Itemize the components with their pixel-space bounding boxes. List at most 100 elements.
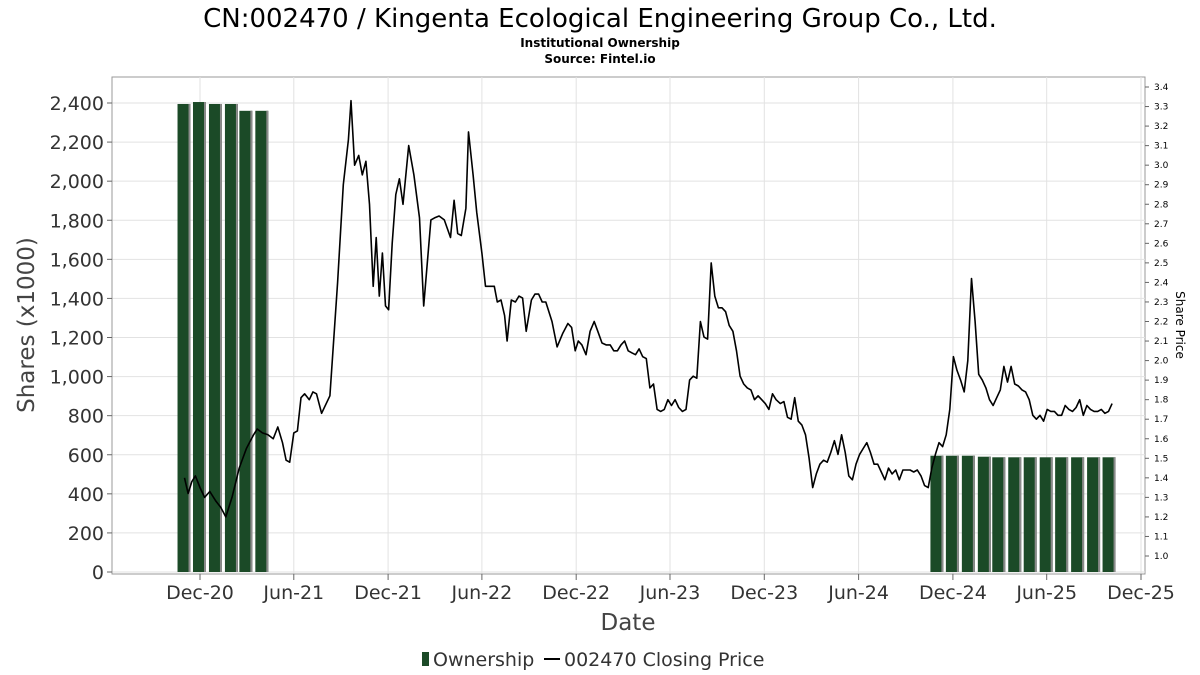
ownership-bar-shade: [1082, 457, 1085, 572]
y2-tick-label: 2.2: [1154, 318, 1168, 328]
ownership-bar: [945, 455, 959, 572]
y2-axis-label: Share Price: [1173, 291, 1187, 359]
ownership-bar-shade: [203, 102, 206, 572]
ownership-bar: [255, 110, 269, 573]
price-line: [183, 99, 1113, 518]
y2-tick-label: 2.0: [1154, 357, 1169, 367]
y2-tick-label: 2.3: [1154, 298, 1168, 308]
y2-tick-label: 2.6: [1154, 239, 1169, 249]
y2-tick-label: 1.9: [1154, 376, 1169, 386]
ownership-bar: [177, 103, 191, 572]
y2-tick-label: 1.5: [1154, 454, 1168, 464]
x-tick-label: Dec-22: [542, 582, 610, 604]
y-tick-label: 2,000: [50, 171, 104, 193]
legend-price-label: 002470 Closing Price: [564, 649, 764, 671]
y-axis-label: Shares (x1000): [14, 237, 40, 413]
ownership-bar: [961, 455, 975, 572]
y-axis-right: 1.0 1.1 1.2 1.3 1.4 1.5 1.6 1.7 1.8 1.9 2.0 2.1 2.2 2…: [1145, 83, 1169, 562]
ownership-bar-shade: [1098, 457, 1101, 572]
ownership-bar-shade: [1034, 457, 1037, 572]
y2-tick-label: 3.0: [1154, 161, 1169, 171]
ownership-bar-shade: [941, 455, 944, 572]
ownership-bar-shade: [235, 103, 238, 572]
y-tick-label: 1,600: [50, 249, 104, 271]
ownership-bar: [1071, 457, 1085, 572]
y2-tick-label: 1.3: [1154, 493, 1168, 503]
x-tick-label: Jun-21: [262, 582, 324, 604]
y-tick-label: 600: [68, 445, 104, 467]
y-tick-label: 1,800: [50, 210, 104, 232]
chart-source: Source: Fintel.io: [544, 52, 655, 66]
ownership-bar-shade: [1113, 457, 1116, 572]
ownership-bar: [1102, 457, 1116, 572]
ownership-bar: [192, 102, 206, 572]
y2-tick-label: 1.6: [1154, 435, 1169, 445]
x-tick-label: Dec-20: [166, 582, 234, 604]
x-tick-label: Jun-22: [451, 582, 513, 604]
y2-tick-label: 1.2: [1154, 513, 1168, 523]
y2-tick-label: 2.8: [1154, 200, 1169, 210]
ownership-bars: [177, 102, 1116, 573]
y2-tick-label: 1.4: [1154, 474, 1169, 484]
ownership-bar: [1087, 457, 1101, 572]
x-axis-label: Date: [601, 610, 656, 636]
ownership-bar-shade: [250, 110, 253, 573]
ownership-bar: [1055, 457, 1069, 572]
x-tick-label: Dec-23: [730, 582, 798, 604]
y2-tick-label: 3.2: [1154, 122, 1168, 132]
x-axis: Dec-20 Jun-21 Dec-21 Jun-22 Dec-22 Jun-23 Dec-…: [112, 573, 1175, 604]
x-tick-label: Jun-25: [1015, 582, 1077, 604]
ownership-bar: [1008, 457, 1022, 572]
y-tick-label: 0: [92, 562, 104, 584]
legend-ownership-swatch: [422, 652, 429, 666]
x-tick-label: Dec-24: [919, 582, 987, 604]
y-tick-label: 2,400: [50, 93, 104, 115]
x-tick-label: Jun-23: [639, 582, 701, 604]
y2-tick-label: 1.0: [1154, 552, 1169, 562]
y-tick-label: 1,000: [50, 367, 104, 389]
ownership-bar: [224, 103, 238, 572]
y-tick-label: 200: [68, 523, 104, 545]
ownership-bar-shade: [219, 103, 222, 572]
ownership-bar: [1039, 457, 1053, 572]
y2-tick-label: 2.7: [1154, 220, 1168, 230]
ownership-bar: [1023, 457, 1037, 572]
chart-subtitle: Institutional Ownership: [520, 36, 680, 50]
ownership-bar-shade: [988, 456, 991, 572]
ownership-bar-shade: [956, 455, 959, 572]
chart-title: CN:002470 / Kingenta Ecological Engineer…: [203, 4, 997, 34]
ownership-bar-shade: [1019, 457, 1022, 572]
legend-ownership-label: Ownership: [433, 649, 534, 671]
y-axis-left: 0 200 400 600 800 1,000 1,200 1,400 1,600 1,800 2,…: [50, 77, 113, 584]
y2-tick-label: 1.7: [1154, 415, 1168, 425]
ownership-bar-shade: [1003, 457, 1006, 572]
ownership-bar-shade: [1050, 457, 1053, 572]
y-tick-label: 1,400: [50, 288, 104, 310]
ownership-bar-shade: [266, 110, 269, 573]
y-tick-label: 400: [68, 484, 104, 506]
x-tick-label: Jun-24: [827, 582, 889, 604]
ownership-bar: [977, 456, 991, 572]
ownership-bar-shade: [1066, 457, 1069, 572]
y2-tick-label: 3.4: [1154, 83, 1169, 93]
ownership-bar-shade: [972, 455, 975, 572]
y-tick-label: 1,200: [50, 328, 104, 350]
y-tick-label: 800: [68, 406, 104, 428]
ownership-bar-shade: [188, 103, 191, 572]
y2-tick-label: 3.1: [1154, 142, 1168, 152]
y2-tick-label: 2.4: [1154, 278, 1169, 288]
x-tick-label: Dec-25: [1107, 582, 1175, 604]
y2-tick-label: 1.1: [1154, 532, 1168, 542]
x-tick-label: Dec-21: [354, 582, 422, 604]
y-tick-label: 2,200: [50, 132, 104, 154]
ownership-bar: [930, 455, 944, 572]
y2-tick-label: 2.1: [1154, 337, 1168, 347]
y2-tick-label: 3.3: [1154, 103, 1168, 113]
ownership-bar: [208, 103, 222, 572]
y2-tick-label: 2.9: [1154, 181, 1169, 191]
y2-tick-label: 2.5: [1154, 259, 1168, 269]
legend: Ownership 002470 Closing Price: [422, 649, 764, 671]
price-line-group: [183, 99, 1113, 518]
ownership-bar: [992, 457, 1006, 572]
